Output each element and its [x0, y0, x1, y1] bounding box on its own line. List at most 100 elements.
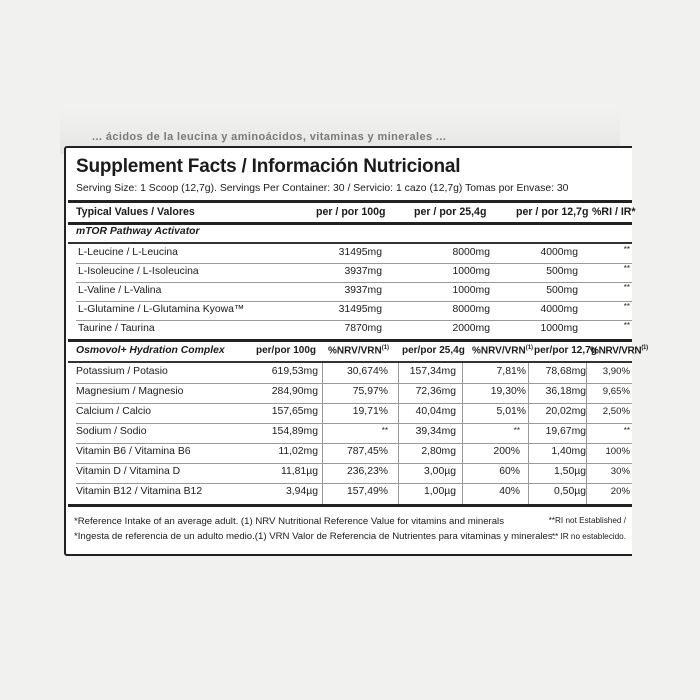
divider	[68, 339, 632, 342]
footnote-marker: (1)	[525, 345, 534, 351]
nutrient-name: Vitamin D / Vitamina D	[76, 466, 181, 477]
table-row: Calcium / Calcio 157,65mg 19,71% 40,04mg…	[76, 403, 632, 424]
table-row: L-Valine / L-Valina 3937mg 1000mg 500mg …	[76, 282, 632, 302]
nrv-12g: 30%	[610, 466, 630, 477]
nutrient-name: Calcium / Calcio	[76, 406, 152, 417]
nrv-12g: 100%	[605, 446, 630, 457]
nrv-100g: **	[381, 426, 388, 435]
ri-value: **	[623, 283, 630, 292]
value-per-25g: 157,34mg	[409, 366, 456, 377]
nutrient-name: Potassium / Potasio	[76, 366, 168, 377]
header-nrv-100g: %NRV/VRN(1)	[328, 345, 389, 356]
nutrient-name: L-Leucine / L-Leucina	[78, 247, 178, 258]
container-top-edge	[60, 104, 620, 154]
value-per-25g: 40,04mg	[415, 406, 456, 417]
header-typical-values: Typical Values / Valores	[76, 206, 195, 218]
footnote-english: *Reference Intake of an average adult. (…	[74, 516, 504, 527]
table-row: Taurine / Taurina 7870mg 2000mg 1000mg *…	[76, 320, 632, 339]
value-per-25g: 2,80mg	[421, 446, 456, 457]
table-row: Vitamin B12 / Vitamina B12 3,94µg 157,49…	[76, 483, 632, 503]
column-separator	[462, 363, 463, 504]
nrv-25g: 5,01%	[496, 406, 526, 417]
label-title: Supplement Facts / Información Nutricion…	[76, 156, 461, 177]
nutrient-name: Magnesium / Magnesio	[76, 386, 184, 397]
value-per-12g: 4000mg	[540, 304, 578, 315]
nrv-100g: 236,23%	[346, 466, 388, 477]
table-row: Magnesium / Magnesio 284,90mg 75,97% 72,…	[76, 383, 632, 404]
header-per-25g: per / por 25,4g	[414, 206, 487, 218]
nrv-25g: 7,81%	[496, 366, 526, 377]
nrv-12g: 3,90%	[602, 366, 630, 377]
section-title-mtor: mTOR Pathway Activator	[76, 226, 200, 237]
nutrient-name: L-Valine / L-Valina	[78, 285, 162, 296]
value-per-100g: 11,81µg	[281, 466, 318, 477]
value-per-100g: 3937mg	[344, 266, 382, 277]
table-row: Potassium / Potasio 619,53mg 30,674% 157…	[76, 363, 632, 384]
value-per-25g: 1000mg	[452, 285, 490, 296]
value-per-12g: 4000mg	[540, 247, 578, 258]
nrv-12g: 2,50%	[602, 406, 630, 417]
divider	[68, 242, 632, 244]
nutrient-name: L-Glutamine / L-Glutamina Kyowa™	[78, 304, 245, 315]
table-row: Sodium / Sodio 154,89mg ** 39,34mg ** 19…	[76, 423, 632, 444]
nutrient-name: Vitamin B12 / Vitamina B12	[76, 486, 203, 497]
cutoff-text: ... ácidos de la leucina y aminoácidos, …	[92, 131, 447, 143]
nrv-12g: 20%	[610, 486, 630, 497]
header-per-100g: per/por 100g	[256, 345, 317, 356]
value-per-12g: 1,40mg	[551, 446, 586, 457]
divider	[68, 504, 632, 507]
value-per-12g: 0,50µg	[554, 486, 586, 497]
serving-info: Serving Size: 1 Scoop (12,7g). Servings …	[76, 183, 569, 194]
ri-value: **	[623, 302, 630, 311]
value-per-12g: 500mg	[546, 285, 578, 296]
table-row: Vitamin D / Vitamina D 11,81µg 236,23% 3…	[76, 463, 632, 484]
value-per-25g: 2000mg	[452, 323, 490, 334]
divider	[68, 222, 632, 225]
header-per-25g: per/por 25,4g	[402, 345, 465, 356]
ri-value: **	[623, 264, 630, 273]
value-per-12g: 19,67mg	[545, 426, 586, 437]
value-per-100g: 3937mg	[344, 285, 382, 296]
value-per-100g: 3,94µg	[286, 486, 318, 497]
column-separator	[398, 363, 399, 504]
value-per-100g: 11,02mg	[278, 446, 318, 457]
nrv-100g: 30,674%	[346, 366, 388, 377]
nrv-25g: 19,30%	[490, 386, 526, 397]
header-nrv-label: %NRV/VRN	[328, 345, 382, 357]
value-per-12g: 1000mg	[540, 323, 578, 334]
value-per-100g: 31495mg	[338, 247, 382, 258]
divider	[68, 200, 632, 203]
nrv-100g: 157,49%	[346, 486, 388, 497]
footnote-spanish: *Ingesta de referencia de un adulto medi…	[74, 531, 556, 542]
section-title-osmovol: Osmovol+ Hydration Complex	[76, 345, 225, 356]
footnote-english-ri: **RI not Established /	[548, 516, 626, 525]
column-separator	[322, 363, 323, 504]
value-per-12g: 78,68mg	[545, 366, 586, 377]
value-per-25g: 1,00µg	[424, 486, 456, 497]
header-per-12g: per/por 12,7g	[534, 345, 597, 356]
value-per-100g: 31495mg	[338, 304, 382, 315]
nrv-100g: 19,71%	[352, 406, 388, 417]
footnote-spanish-ri: ** IR no establecido.	[551, 532, 626, 541]
footnote-marker: (1)	[641, 345, 648, 351]
column-separator	[528, 363, 529, 504]
value-per-25g: 8000mg	[452, 247, 490, 258]
header-per-12g: per / por 12,7g	[516, 206, 589, 218]
value-per-12g: 500mg	[546, 266, 578, 277]
value-per-100g: 157,65mg	[271, 406, 318, 417]
nrv-25g: 60%	[499, 466, 520, 477]
nutrient-name: Vitamin B6 / Vitamina B6	[76, 446, 191, 457]
value-per-100g: 619,53mg	[271, 366, 318, 377]
table-row: L-Isoleucine / L-Isoleucina 3937mg 1000m…	[76, 263, 632, 283]
value-per-25g: 8000mg	[452, 304, 490, 315]
header-per-100g: per / por 100g	[316, 206, 386, 218]
value-per-100g: 154,89mg	[271, 426, 318, 437]
value-per-100g: 7870mg	[344, 323, 382, 334]
header-nrv-label: %NRV/VRN	[590, 345, 642, 357]
nrv-12g: 9,65%	[602, 386, 630, 397]
value-per-100g: 284,90mg	[271, 386, 318, 397]
column-separator	[586, 363, 587, 504]
ri-value: **	[623, 321, 630, 330]
supplement-facts-label: Supplement Facts / Información Nutricion…	[64, 146, 648, 556]
ri-value: **	[623, 245, 630, 254]
